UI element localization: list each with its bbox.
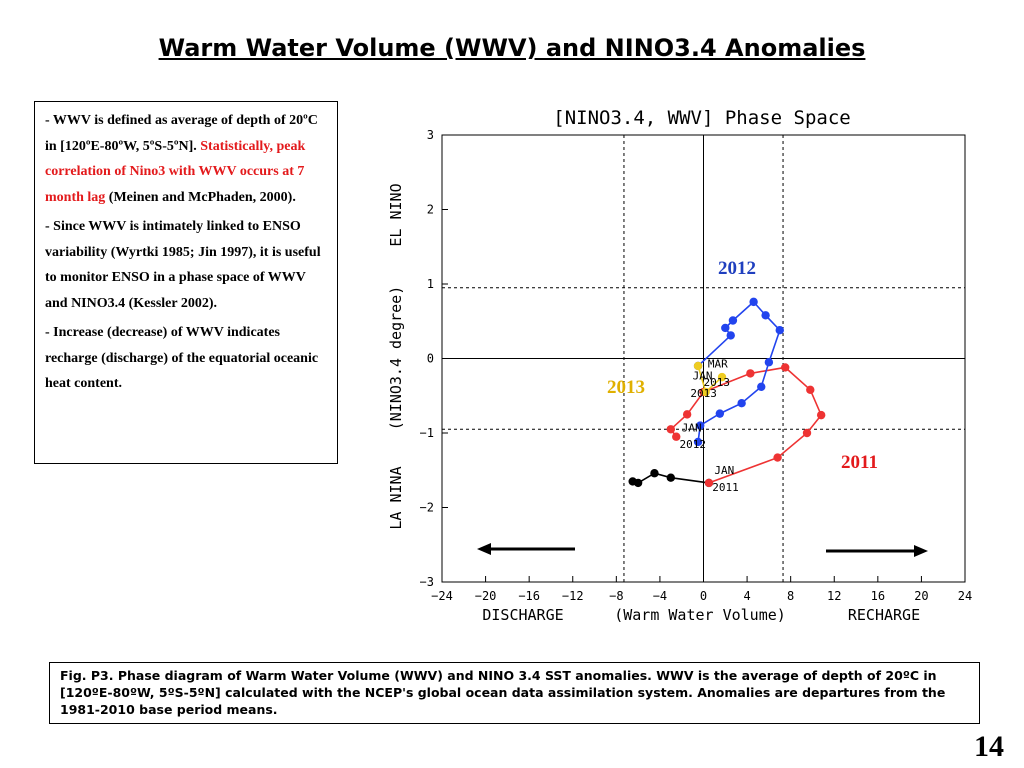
data-point-2013 [717, 372, 727, 382]
x-tick-label: 4 [743, 589, 750, 603]
correlation-highlight-text: Statistically, peak correlation of Nino3… [45, 138, 306, 205]
data-point-2011 [802, 428, 812, 438]
y-tick-label: 3 [427, 128, 434, 142]
data-point-2011 [773, 453, 782, 462]
recharge-text: Increase (decrease) of WWV indicates rec… [45, 325, 319, 391]
recharge-arrowhead [914, 545, 928, 557]
series-label-2011: 2011 [841, 452, 878, 473]
data-point-2011 [666, 425, 676, 434]
data-point-2012 [696, 421, 705, 430]
figure-caption: Fig. P3. Phase diagram of Warm Water Vol… [49, 662, 980, 724]
point-label: 2011 [712, 481, 739, 494]
point-label: 2013 [690, 387, 717, 400]
x-axis-label: (Warm Water Volume) [614, 606, 786, 624]
data-point-2012 [693, 437, 703, 447]
data-point-2013 [693, 361, 703, 371]
point-label: JAN [714, 464, 734, 477]
x-tick-label: 24 [958, 589, 972, 603]
bullet-dash: - [45, 113, 50, 128]
point-label: 2012 [680, 438, 707, 451]
x-tick-label: 0 [700, 589, 707, 603]
phase-space-chart: [NINO3.4, WWV] Phase Space −24 −20 −16 −12−… [387, 107, 972, 624]
data-point-2010 [666, 473, 676, 482]
x-tick-label: 16 [871, 589, 885, 603]
x-tick-label: −4 [653, 589, 667, 603]
data-point-2013 [701, 387, 710, 397]
data-point-2012 [775, 325, 784, 335]
x-tick-label: −12 [562, 589, 584, 603]
y-tick-label: −3 [420, 575, 434, 589]
para-definition: - WWV is defined as average of depth of … [45, 108, 327, 210]
x-tick-label: −20 [475, 589, 497, 603]
series-label-2012: 2012 [718, 258, 756, 279]
data-point-2012 [726, 331, 735, 340]
y-tick-label: 0 [427, 352, 434, 366]
y-tick-label: 2 [427, 203, 434, 217]
definition-textbox: - WWV is defined as average of depth of … [34, 101, 338, 464]
data-point-2012 [737, 399, 746, 408]
data-point-2012 [715, 409, 725, 418]
y-tick-label: −1 [420, 426, 434, 440]
y-tick-label: 1 [427, 277, 434, 291]
y-axis-label: (NINO3.4 degree) [387, 286, 405, 431]
point-label: MAR [708, 357, 728, 370]
data-point-2011 [816, 410, 826, 420]
data-point-2012 [761, 311, 770, 320]
chart-title: [NINO3.4, WWV] Phase Space [553, 107, 850, 129]
data-point-2010 [650, 469, 659, 478]
y-axis-label-bottom: LA NINA [387, 466, 405, 529]
data-point-2012 [757, 382, 766, 392]
page-number: 14 [974, 730, 1004, 763]
data-point-2012 [721, 323, 730, 333]
data-point-2012 [749, 297, 758, 307]
x-tick-label: −8 [609, 589, 623, 603]
x-axis-label-right: RECHARGE [848, 606, 920, 624]
data-point-2012 [728, 316, 738, 325]
x-tick-label: 8 [787, 589, 794, 603]
x-axis-label-left: DISCHARGE [482, 606, 563, 624]
data-point-2010 [633, 478, 643, 488]
x-tick-label: 12 [827, 589, 841, 603]
data-point-2011 [704, 478, 714, 488]
wwv-definition-text: WWV is defined as average of depth of 20… [45, 113, 318, 154]
data-point-2011 [781, 363, 790, 372]
x-tick-label: 20 [914, 589, 928, 603]
x-tick-label: −16 [518, 589, 540, 603]
data-point-2011 [746, 369, 755, 378]
y-tick-label: −2 [420, 501, 434, 515]
slide-title: Warm Water Volume (WWV) and NINO3.4 Anom… [158, 34, 866, 62]
data-point-2012 [764, 358, 774, 367]
x-tick-label: −24 [431, 589, 453, 603]
point-label: JAN [682, 422, 702, 435]
y-axis-label-top: EL NINO [387, 183, 405, 246]
bullet-dash: - [45, 219, 50, 234]
point-label: 2013 [704, 376, 731, 389]
data-point-2011 [806, 385, 815, 394]
point-label: JAN [693, 369, 713, 382]
enso-link-text: Since WWV is intimately linked to ENSO v… [45, 219, 321, 311]
series-label-2013: 2013 [607, 377, 645, 398]
data-point-2011 [682, 410, 692, 419]
discharge-arrowhead [477, 543, 491, 555]
bullet-dash: - [45, 325, 50, 340]
data-point-2011 [672, 432, 681, 441]
para-enso-link: - Since WWV is intimately linked to ENSO… [45, 214, 327, 316]
para-recharge: - Increase (decrease) of WWV indicates r… [45, 320, 327, 397]
citation-text: (Meinen and McPhaden, 2000). [108, 189, 296, 205]
